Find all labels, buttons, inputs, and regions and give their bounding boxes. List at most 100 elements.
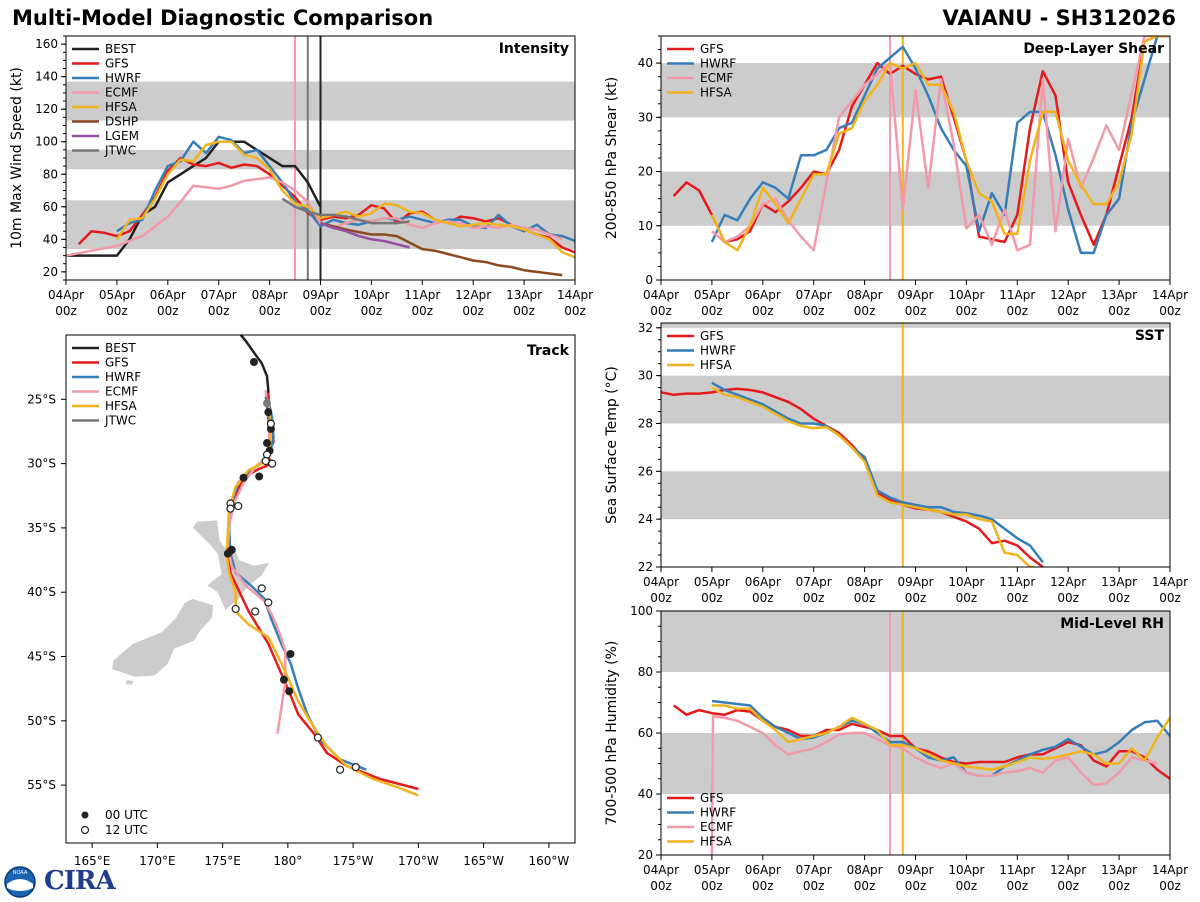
sst-band-0 [661,471,1170,520]
track-legend-00utc: 00 UTC [105,808,148,822]
rh-xtick-hour: 00z [1057,879,1079,893]
noaa-badge-text: NOAA [13,870,28,876]
track-ytick-label: 45°S [27,650,56,664]
sst-xtick-date: 06Apr [745,575,781,589]
track-marker-12utc [231,604,240,614]
sst-xtick-hour: 00z [752,591,774,605]
intensity-xtick-hour: 00z [564,304,586,318]
intensity-legend-label: BEST [105,42,136,56]
rh-plot-area [661,611,1170,855]
track-frame [65,334,576,844]
shear-xtick-hour: 00z [1159,304,1181,318]
track-marker-12utc [351,763,360,772]
intensity-xtick-hour: 00z [157,304,179,318]
track-title: Track [527,343,570,359]
track-marker-12utc [266,419,276,428]
rh-xtick-date: 04Apr [643,863,679,877]
shear-xtick-hour: 00z [1057,304,1079,318]
shear-panel: 0 10 20 30 40 04Apr 00z 05Apr 00z 06Apr 00z 07Apr 00… [604,35,1188,318]
track-marker-00utc [264,408,273,417]
sst-series-hwrf [711,381,1044,563]
rh-legend-label: HWRF [700,806,736,820]
shear-xtick-hour: 00z [650,304,672,318]
track-legend-label: BEST [105,341,136,355]
intensity-xtick-hour: 00z [259,304,281,318]
intensity-xtick-date: 14Apr [557,288,593,302]
shear-xtick-hour: 00z [1108,304,1130,318]
rh-xtick-date: 06Apr [745,863,781,877]
track-legend-marker-12 [80,825,90,835]
track-series-best [239,335,271,413]
intensity-xtick-hour: 00z [106,304,128,318]
intensity-ytick-label: 40 [43,232,58,246]
shear-ytick-label: 40 [638,56,653,70]
shear-series-hwrf [710,36,1170,255]
track-ytick-label: 30°S [27,457,56,471]
shear-legend-label: GFS [700,42,724,56]
track-legend-label: GFS [105,356,129,370]
intensity-legend-label: JTWC [104,144,136,158]
shear-legend-label: HWRF [700,57,736,71]
track-xtick-label: 160°W [529,854,570,868]
shear-xtick-hour: 00z [752,304,774,318]
intensity-xtick-date: 04Apr [48,288,84,302]
intensity-xtick-hour: 00z [513,304,535,318]
track-ytick-label: 40°S [27,585,56,599]
shear-xtick-hour: 00z [854,304,876,318]
track-legend-label: HFSA [105,399,138,413]
track-marker-12utc [262,450,272,459]
track-marker-12utc [257,584,266,593]
track-marker-12utc [251,607,260,616]
rh-xtick-date: 14Apr [1152,863,1188,877]
sst-ylabel: Sea Surface Temp (°C) [604,366,620,524]
sst-xtick-hour: 00z [956,591,978,605]
track-legend-marker-00 [81,811,89,819]
intensity-xtick-hour: 00z [208,304,230,318]
shear-legend-label: ECMF [700,71,733,85]
track-xtick-label: 180° [273,854,302,868]
rh-band-1 [661,611,1170,672]
intensity-xtick-date: 11Apr [404,288,440,302]
intensity-series-dshp [320,221,563,277]
intensity-ylabel: 10m Max Wind Speed (kt) [9,67,25,249]
sst-legend-label: HFSA [700,358,733,372]
shear-xtick-date: 10Apr [948,288,984,302]
intensity-legend-label: HFSA [105,100,138,114]
intensity-xtick-hour: 00z [55,304,77,318]
sst-xtick-hour: 00z [701,591,723,605]
sst-xtick-hour: 00z [803,591,825,605]
intensity-ytick-label: 140 [35,70,58,84]
land-south-island [111,598,214,678]
sst-ytick-label: 32 [638,321,653,335]
track-marker-00utc [239,473,248,482]
rh-ytick-label: 60 [638,726,653,740]
track-marker-12utc [226,504,235,513]
rh-xtick-date: 12Apr [1050,863,1086,877]
intensity-legend-label: DSHP [105,115,138,129]
noaa-logo-icon: NOAA [4,866,36,898]
sst-xtick-hour: 00z [905,591,927,605]
shear-xtick-date: 14Apr [1152,288,1188,302]
shear-band-0 [661,171,1170,226]
sst-panel: 22 24 26 28 30 32 04Apr 00z 05Apr 00z 06Apr 00z 07Ap… [604,321,1188,605]
shear-xtick-date: 13Apr [1101,288,1137,302]
track-ytick-label: 25°S [27,392,56,406]
sst-xtick-date: 14Apr [1152,575,1188,589]
shear-ytick-label: 0 [645,273,653,287]
sst-legend-label: HWRF [700,344,736,358]
intensity-ytick-label: 20 [43,265,58,279]
shear-xtick-date: 05Apr [694,288,730,302]
intensity-xtick-date: 07Apr [201,288,237,302]
track-marker-00utc [255,472,264,481]
sst-band-1 [661,375,1170,424]
track-legend-12utc: 12 UTC [105,823,148,837]
track-marker-12utc [234,501,243,511]
sst-ytick-label: 22 [638,560,653,574]
rh-series-ecmf [710,714,1158,855]
shear-xtick-date: 06Apr [745,288,781,302]
shear-xtick-date: 07Apr [796,288,832,302]
cira-logo: NOAA CIRA [4,866,116,898]
track-legend-label: ECMF [105,385,138,399]
sst-xtick-date: 10Apr [948,575,984,589]
sst-xtick-date: 08Apr [847,575,883,589]
